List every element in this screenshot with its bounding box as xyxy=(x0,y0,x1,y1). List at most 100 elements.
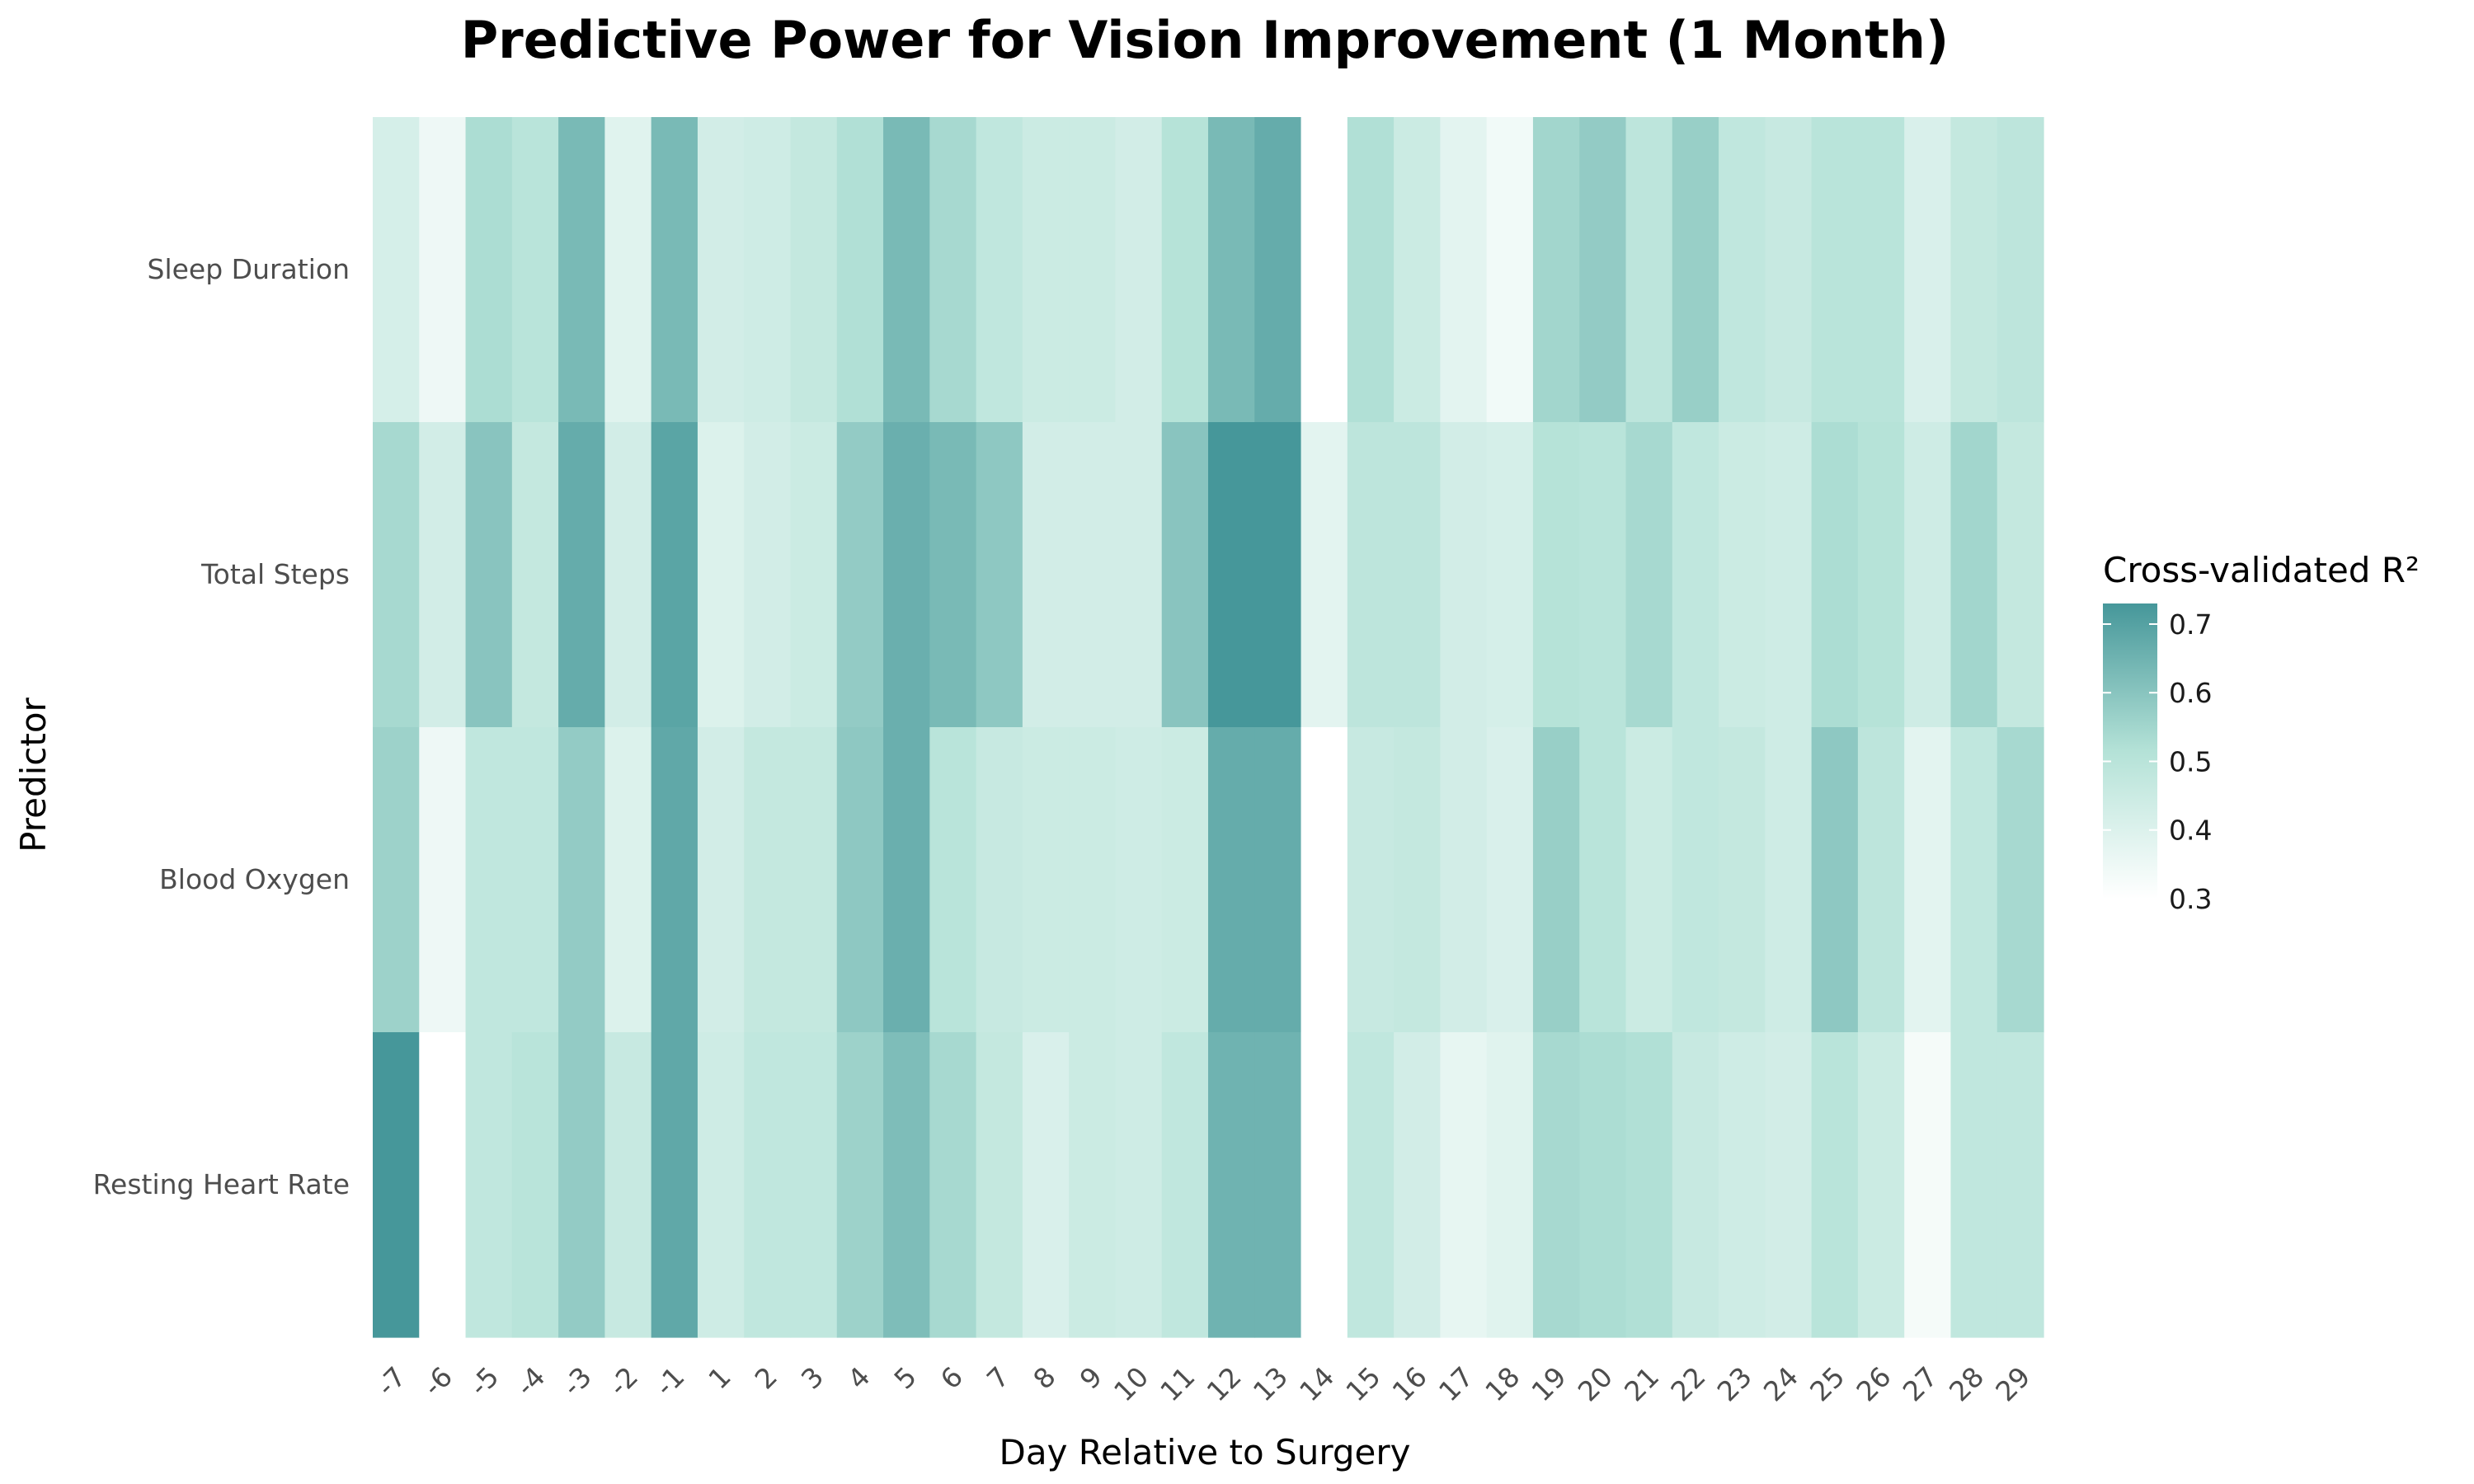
heatmap-cell xyxy=(1997,1032,2044,1338)
heatmap-cell xyxy=(1486,422,1534,728)
heatmap-cell xyxy=(511,117,559,423)
x-tick-label: -5 xyxy=(463,1360,506,1402)
heatmap-cell xyxy=(1254,117,1302,423)
heatmap-cell xyxy=(1532,727,1580,1033)
heatmap-cell xyxy=(1579,422,1627,728)
heatmap-cell xyxy=(1765,727,1813,1033)
x-tick-label: 4 xyxy=(841,1360,876,1395)
heatmap-cell xyxy=(1161,727,1209,1033)
heatmap-cell xyxy=(1300,422,1348,728)
x-tick-label: 21 xyxy=(1618,1360,1665,1407)
y-tick-label: Sleep Duration xyxy=(148,253,350,285)
heatmap-cell xyxy=(419,1032,467,1338)
legend-tick-label: 0.4 xyxy=(2169,815,2212,847)
x-tick-label: -4 xyxy=(510,1360,552,1402)
heatmap-cell xyxy=(1811,117,1859,423)
heatmap-cell xyxy=(511,422,559,728)
legend-tick-label: 0.6 xyxy=(2169,677,2212,709)
heatmap-cell xyxy=(790,727,838,1033)
heatmap-cell xyxy=(558,727,605,1033)
heatmap-cell xyxy=(929,1032,977,1338)
x-tick-label: 8 xyxy=(1027,1360,1061,1395)
heatmap-cell xyxy=(929,117,977,423)
heatmap-cell xyxy=(744,117,792,423)
heatmap-cell xyxy=(1115,422,1163,728)
heatmap-cell xyxy=(604,422,652,728)
color-legend: Cross-validated R² 0.3 0.4 0.5 0.6 0.7 xyxy=(2103,550,2420,915)
heatmap-cell xyxy=(1950,727,1998,1033)
legend-title: Cross-validated R² xyxy=(2103,550,2420,590)
heatmap-cell xyxy=(1765,1032,1813,1338)
heatmap-cell xyxy=(604,727,652,1033)
y-tick-label: Blood Oxygen xyxy=(159,863,350,895)
heatmap-cell xyxy=(1069,727,1117,1033)
heatmap-cell xyxy=(1347,117,1395,423)
x-tick-label: 10 xyxy=(1108,1360,1155,1407)
heatmap-cell xyxy=(1300,1032,1348,1338)
y-tick-label: Total Steps xyxy=(200,558,350,590)
heatmap-cell xyxy=(1069,117,1117,423)
heatmap-cell xyxy=(1997,727,2044,1033)
x-tick-label: 16 xyxy=(1386,1360,1433,1407)
y-axis-title: Predictor xyxy=(13,697,54,852)
x-tick-label: 23 xyxy=(1711,1360,1758,1407)
heatmap-cell xyxy=(883,1032,930,1338)
x-tick-label: 19 xyxy=(1525,1360,1572,1407)
heatmap-cell xyxy=(373,422,420,728)
heatmap-cell xyxy=(604,1032,652,1338)
heatmap-cell xyxy=(1022,117,1070,423)
x-tick-label: 20 xyxy=(1572,1360,1619,1407)
heatmap-cell xyxy=(1022,1032,1070,1338)
x-tick-label: 18 xyxy=(1479,1360,1526,1407)
heatmap-cell xyxy=(1440,422,1488,728)
heatmap-cell xyxy=(697,422,745,728)
heatmap-cell xyxy=(511,1032,559,1338)
x-tick-label: -1 xyxy=(649,1360,691,1402)
y-axis-tick-labels: Sleep Duration Total Steps Blood Oxygen Res… xyxy=(93,253,350,1200)
heatmap-cell xyxy=(744,1032,792,1338)
heatmap-cell xyxy=(1857,1032,1905,1338)
heatmap-cell xyxy=(1997,422,2044,728)
x-tick-label: 29 xyxy=(1989,1360,2036,1407)
heatmap-cell xyxy=(419,117,467,423)
heatmap-cell xyxy=(1811,422,1859,728)
heatmap-cell xyxy=(604,117,652,423)
heatmap-cell xyxy=(465,727,513,1033)
heatmap-cell xyxy=(1579,727,1627,1033)
x-tick-label: 15 xyxy=(1339,1360,1386,1407)
heatmap-cell xyxy=(1904,422,1952,728)
heatmap-cell xyxy=(1719,117,1766,423)
heatmap-cell xyxy=(1532,117,1580,423)
x-tick-label: 28 xyxy=(1943,1360,1990,1407)
x-tick-label: 1 xyxy=(702,1360,736,1395)
heatmap-cell xyxy=(465,422,513,728)
x-tick-label: 25 xyxy=(1804,1360,1851,1407)
heatmap-cell xyxy=(744,727,792,1033)
heatmap-cell xyxy=(1904,1032,1952,1338)
heatmap-cell xyxy=(1765,422,1813,728)
x-tick-label: -7 xyxy=(370,1360,412,1402)
x-tick-label: 22 xyxy=(1664,1360,1711,1407)
x-axis-title: Day Relative to Surgery xyxy=(999,1432,1411,1472)
heatmap-cell xyxy=(1208,727,1255,1033)
chart-title: Predictive Power for Vision Improvement … xyxy=(461,10,1950,70)
x-tick-label: 27 xyxy=(1897,1360,1944,1407)
heatmap-cell xyxy=(1394,117,1441,423)
heatmap-cell xyxy=(1440,117,1488,423)
heatmap-cell xyxy=(1300,117,1348,423)
heatmap-cell xyxy=(1765,117,1813,423)
x-tick-label: 26 xyxy=(1850,1360,1897,1407)
legend-tick-label: 0.7 xyxy=(2169,608,2212,641)
heatmap-cell xyxy=(1997,117,2044,423)
heatmap-cell xyxy=(883,117,930,423)
legend-tick-label: 0.3 xyxy=(2169,883,2212,915)
heatmap-cell xyxy=(558,117,605,423)
heatmap-cell xyxy=(1208,1032,1255,1338)
x-tick-label: 7 xyxy=(981,1360,1015,1395)
heatmap-cell xyxy=(373,1032,420,1338)
heatmap-cell xyxy=(1115,117,1163,423)
heatmap-cell xyxy=(1254,1032,1302,1338)
heatmap-cell xyxy=(976,117,1023,423)
heatmap-cell xyxy=(1625,117,1673,423)
